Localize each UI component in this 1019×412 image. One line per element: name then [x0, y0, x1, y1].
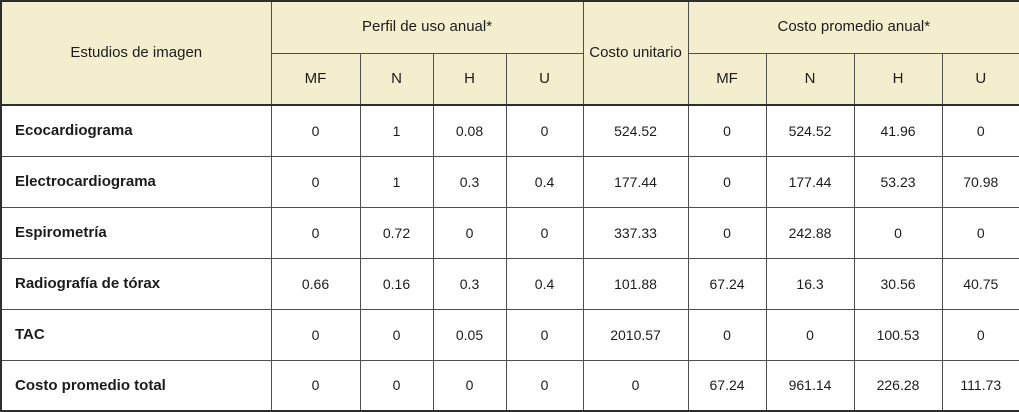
- cell: 111.73: [941, 359, 1019, 412]
- cell: 0: [270, 308, 361, 361]
- cell: 961.14: [765, 359, 855, 412]
- cell: 67.24: [687, 257, 767, 310]
- row-label-costo-promedio-total: Costo promedio total: [0, 359, 272, 412]
- column-header-perfil-mf: MF: [270, 52, 361, 106]
- column-header-perfil-h: H: [432, 52, 507, 106]
- cell: 67.24: [687, 359, 767, 412]
- row-label-espirometria: Espirometría: [0, 206, 272, 259]
- cell: 524.52: [582, 104, 689, 157]
- cell: 0: [687, 308, 767, 361]
- cell: 0: [270, 359, 361, 412]
- cell: 0: [941, 308, 1019, 361]
- cell: 1: [359, 104, 434, 157]
- table-row: Radiografía de tórax 0.66 0.16 0.3 0.4 1…: [0, 257, 1019, 310]
- cell: 30.56: [853, 257, 943, 310]
- column-header-costo-h: H: [853, 52, 943, 106]
- cell: 0.4: [505, 155, 584, 208]
- header-row-groups: Estudios de imagen Perfil de uso anual* …: [0, 0, 1019, 106]
- column-header-perfil-u: U: [505, 52, 584, 106]
- cell: 0: [765, 308, 855, 361]
- column-header-perfil-n: N: [359, 52, 434, 106]
- cell: 0: [359, 359, 434, 412]
- cell: 100.53: [853, 308, 943, 361]
- cell: 0.3: [432, 155, 507, 208]
- column-header-estudios-de-imagen: Estudios de imagen: [0, 0, 272, 106]
- column-header-costo-n: N: [765, 52, 855, 106]
- row-label-radiografia-de-torax: Radiografía de tórax: [0, 257, 272, 310]
- row-label-electrocardiograma: Electrocardiograma: [0, 155, 272, 208]
- cell: 16.3: [765, 257, 855, 310]
- cell: 53.23: [853, 155, 943, 208]
- table-row: Espirometría 0 0.72 0 0 337.33 0 242.88 …: [0, 206, 1019, 259]
- cell: 177.44: [582, 155, 689, 208]
- table-row: Costo promedio total 0 0 0 0 0 67.24 961…: [0, 359, 1019, 412]
- cell: 226.28: [853, 359, 943, 412]
- table-row: Electrocardiograma 0 1 0.3 0.4 177.44 0 …: [0, 155, 1019, 208]
- cell: 242.88: [765, 206, 855, 259]
- cell: 0: [687, 104, 767, 157]
- cell: 0: [853, 206, 943, 259]
- cell: 0: [505, 359, 584, 412]
- row-label-tac: TAC: [0, 308, 272, 361]
- cell: 0: [359, 308, 434, 361]
- cell: 0.4: [505, 257, 584, 310]
- cell: 524.52: [765, 104, 855, 157]
- cell: 1: [359, 155, 434, 208]
- cell: 0: [432, 206, 507, 259]
- cell: 2010.57: [582, 308, 689, 361]
- column-header-costo-unitario: Costo unitario: [582, 0, 689, 106]
- cell: 0: [432, 359, 507, 412]
- table-row: TAC 0 0 0.05 0 2010.57 0 0 100.53 0: [0, 308, 1019, 361]
- cell: 0: [582, 359, 689, 412]
- cell: 0: [687, 206, 767, 259]
- cell: 0: [505, 206, 584, 259]
- column-header-costo-u: U: [941, 52, 1019, 106]
- column-group-perfil-de-uso-anual: Perfil de uso anual*: [270, 0, 584, 54]
- cell: 0: [270, 104, 361, 157]
- cell: 70.98: [941, 155, 1019, 208]
- cell: 0.05: [432, 308, 507, 361]
- cell: 0: [687, 155, 767, 208]
- header-row-subcolumns: MF N H U MF N H U: [1, 52, 1019, 106]
- cell: 0: [505, 308, 584, 361]
- cell: 0.3: [432, 257, 507, 310]
- cell: 0.16: [359, 257, 434, 310]
- cell: 337.33: [582, 206, 689, 259]
- cell: 0: [270, 155, 361, 208]
- row-label-ecocardiograma: Ecocardiograma: [0, 104, 272, 157]
- cell: 0: [941, 104, 1019, 157]
- cell: 101.88: [582, 257, 689, 310]
- cell: 40.75: [941, 257, 1019, 310]
- cell: 0.08: [432, 104, 507, 157]
- cell: 0: [270, 206, 361, 259]
- column-header-costo-mf: MF: [687, 52, 767, 106]
- cell: 177.44: [765, 155, 855, 208]
- cell: 0.72: [359, 206, 434, 259]
- cell: 0.66: [270, 257, 361, 310]
- cell: 0: [505, 104, 584, 157]
- column-group-costo-promedio-anual: Costo promedio anual*: [687, 0, 1019, 54]
- table-row: Ecocardiograma 0 1 0.08 0 524.52 0 524.5…: [0, 104, 1019, 157]
- cell: 0: [941, 206, 1019, 259]
- cell: 41.96: [853, 104, 943, 157]
